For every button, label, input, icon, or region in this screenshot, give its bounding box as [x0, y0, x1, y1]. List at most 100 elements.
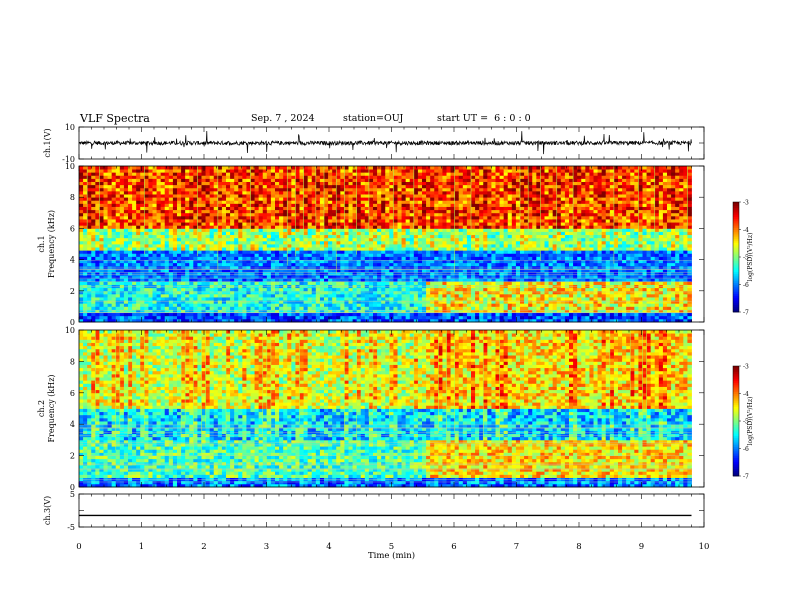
spectrogram-cell: [466, 300, 472, 304]
spectrogram-cell: [270, 278, 276, 282]
spectrogram-cell: [319, 259, 325, 264]
spectrogram-cell: [193, 215, 198, 220]
spectrogram-cell: [148, 215, 153, 220]
spectrogram-cell: [164, 181, 170, 186]
spectrogram-cell: [132, 169, 137, 173]
spectrogram-cell: [324, 284, 329, 289]
spectrogram-cell: [389, 237, 394, 242]
spectrogram-cell: [185, 206, 190, 211]
spectrogram-cell: [136, 203, 141, 207]
spectrogram-cell: [164, 190, 170, 195]
spectrogram-cell: [409, 256, 415, 260]
spectrogram-cell: [209, 293, 215, 298]
spectrogram-cell: [413, 184, 419, 189]
spectrogram-cell: [340, 312, 345, 317]
spectrogram-cell: [319, 284, 325, 289]
spectrogram-cell: [401, 200, 407, 204]
spectrogram-cell: [283, 234, 288, 239]
spectrogram-cell: [409, 184, 415, 189]
spectrogram-cell: [279, 281, 284, 285]
spectrogram-cell: [279, 278, 284, 282]
spectrogram-cell: [270, 268, 276, 273]
spectrogram-cell: [209, 265, 215, 270]
spectrogram-cell: [356, 184, 362, 189]
spectrogram-cell: [360, 315, 366, 320]
spectrogram-cell: [87, 175, 92, 179]
spectrogram-cell: [115, 197, 121, 201]
spectrogram-cell: [193, 203, 198, 207]
spectrogram-cell: [397, 259, 402, 264]
spectrogram-cell: [458, 169, 464, 173]
spectrogram-cell: [140, 312, 145, 317]
spectrogram-cell: [87, 256, 92, 260]
spectrogram-cell: [140, 178, 145, 182]
spectrogram-cell: [454, 265, 460, 270]
spectrogram-cell: [266, 244, 272, 248]
spectrogram-cell: [409, 225, 415, 229]
spectrogram-cell: [254, 262, 260, 267]
spectrogram-cell: [368, 300, 374, 304]
spectrogram-cell: [181, 253, 186, 257]
spectrogram-cell: [275, 253, 280, 257]
spectrogram-cell: [254, 234, 260, 239]
spectrogram-cell: [107, 215, 113, 220]
spectrogram-cell: [315, 268, 321, 273]
spectrogram-cell: [95, 200, 100, 204]
spectrogram-cell: [148, 169, 153, 173]
spectrogram-cell: [450, 250, 456, 254]
spectrogram-cell: [332, 169, 337, 173]
spectrogram-cell: [397, 206, 402, 211]
spectrogram-cell: [270, 262, 276, 267]
spectrogram-cell: [393, 297, 398, 301]
spectrogram-cell: [381, 253, 386, 257]
spectrogram-cell: [193, 278, 198, 282]
spectrogram-cell: [466, 228, 472, 232]
spectrogram-cell: [156, 219, 162, 223]
spectrogram-cell: [140, 309, 145, 314]
spectrogram-cell: [332, 181, 337, 186]
spectrogram-cell: [458, 247, 464, 251]
spectrogram-cell: [193, 197, 198, 201]
spectrogram-cell: [254, 228, 260, 232]
spectrogram-cell: [287, 284, 292, 289]
spectrogram-cell: [238, 190, 243, 195]
spectrogram-cell: [119, 225, 125, 229]
spectrogram-cell: [336, 262, 341, 267]
spectrogram-cell: [140, 287, 145, 292]
spectrogram-cell: [332, 206, 337, 211]
spectrogram-cell: [442, 259, 447, 264]
spectrogram-cell: [303, 315, 309, 320]
spectrogram-cell: [385, 225, 390, 229]
spectrogram-cell: [413, 293, 419, 298]
spectrogram-cell: [160, 240, 166, 245]
spectrogram-cell: [226, 187, 231, 192]
spectrogram-cell: [279, 212, 284, 217]
spectrogram-cell: [332, 166, 337, 170]
spectrogram-cell: [140, 194, 145, 198]
spectrogram-cell: [168, 278, 174, 282]
spectrogram-cell: [95, 312, 100, 317]
spectrogram-cell: [413, 244, 419, 248]
spectrogram-cell: [140, 237, 145, 242]
spectrogram-cell: [168, 256, 174, 260]
spectrogram-cell: [295, 231, 300, 236]
spectrogram-cell: [107, 265, 113, 270]
spectrogram-cell: [324, 278, 329, 282]
spectrogram-cell: [458, 181, 464, 186]
spectrogram-cell: [226, 300, 231, 304]
spectrogram-cell: [185, 166, 190, 170]
spectrogram-cell: [119, 240, 125, 245]
spectrogram-cell: [193, 209, 198, 214]
spectrogram-cell: [324, 200, 329, 204]
spectrogram-cell: [319, 172, 325, 176]
spectrogram-cell: [119, 244, 125, 248]
spectrogram-cell: [454, 247, 460, 251]
spectrogram-cell: [360, 247, 366, 251]
spectrogram-cell: [377, 228, 382, 232]
spectrogram-cell: [368, 247, 374, 251]
spectrogram-cell: [368, 312, 374, 317]
spectrogram-cell: [136, 303, 141, 307]
spectrogram-cell: [319, 215, 325, 220]
spectrogram-cell: [181, 284, 186, 289]
spectrogram-cell: [148, 203, 153, 207]
